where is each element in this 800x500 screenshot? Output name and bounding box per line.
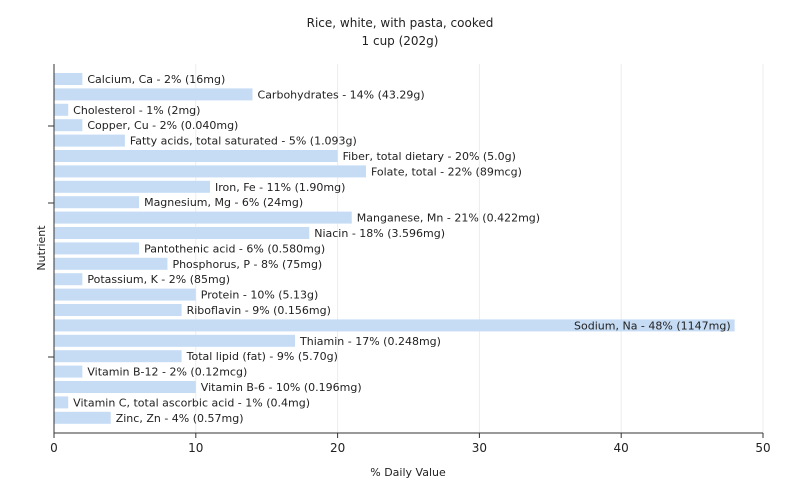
bar-label: Cholesterol - 1% (2mg) <box>73 104 200 117</box>
bar <box>54 119 83 132</box>
bar-label: Protein - 10% (5.13g) <box>201 289 319 302</box>
x-tick-label: 40 <box>614 441 629 455</box>
axes: 0 10 20 30 40 50 <box>48 64 771 455</box>
bar <box>54 150 338 162</box>
bar-label: Riboflavin - 9% (0.156mg) <box>187 304 331 317</box>
bar-label: Vitamin B-6 - 10% (0.196mg) <box>201 381 362 394</box>
bar <box>54 196 140 209</box>
bar <box>54 211 352 224</box>
x-tick-label: 10 <box>188 441 203 455</box>
bar <box>54 319 735 332</box>
bar-label: Copper, Cu - 2% (0.040mg) <box>87 119 238 132</box>
bar-label: Potassium, K - 2% (85mg) <box>87 273 230 286</box>
bar <box>54 288 196 301</box>
bar <box>54 103 69 116</box>
x-tick-label: 30 <box>472 441 487 455</box>
bar <box>54 396 69 409</box>
bar <box>54 273 83 286</box>
gridlines <box>195 64 764 433</box>
bar <box>54 381 196 393</box>
bar-label: Manganese, Mn - 21% (0.422mg) <box>357 212 540 225</box>
bar-label: Calcium, Ca - 2% (16mg) <box>87 73 225 86</box>
bar-label: Iron, Fe - 11% (1.90mg) <box>215 181 345 194</box>
bars: Calcium, Ca - 2% (16mg) Carbohydrates - 1… <box>54 73 735 425</box>
bar-label: Niacin - 18% (3.596mg) <box>314 227 445 240</box>
bar <box>54 73 83 85</box>
x-tick-label: 0 <box>50 441 58 455</box>
bar-label: Fatty acids, total saturated - 5% (1.093… <box>130 135 357 148</box>
bar-label: Phosphorus, P - 8% (75mg) <box>172 258 322 271</box>
bar <box>54 365 83 378</box>
bar <box>54 334 296 347</box>
bar <box>54 165 366 178</box>
chart-subtitle: 1 cup (202g) <box>362 34 439 48</box>
bar-label: Pantothenic acid - 6% (0.580mg) <box>144 242 325 255</box>
bar <box>54 350 182 363</box>
x-tick-label: 50 <box>755 441 770 455</box>
bar-label: Folate, total - 22% (89mcg) <box>371 165 522 178</box>
chart-title: Rice, white, with pasta, cooked <box>307 16 494 30</box>
bar-label: Vitamin B-12 - 2% (0.12mcg) <box>87 366 247 379</box>
bar-label: Fiber, total dietary - 20% (5.0g) <box>343 150 516 163</box>
bar-label: Zinc, Zn - 4% (0.57mg) <box>116 412 244 425</box>
bar <box>54 242 140 255</box>
bar <box>54 304 182 316</box>
bar-label: Carbohydrates - 14% (43.29g) <box>258 88 425 101</box>
bar-label: Magnesium, Mg - 6% (24mg) <box>144 196 303 209</box>
bar <box>54 257 168 270</box>
bar <box>54 88 253 101</box>
x-axis-label: % Daily Value <box>370 466 446 479</box>
bar-label: Sodium, Na - 48% (1147mg) <box>574 319 731 332</box>
bar-label: Total lipid (fat) - 9% (5.70g) <box>186 350 338 363</box>
y-axis-label: Nutrient <box>35 225 48 271</box>
bar-label: Thiamin - 17% (0.248mg) <box>299 335 441 348</box>
x-tick-label: 20 <box>330 441 345 455</box>
bar <box>54 411 111 424</box>
bar <box>54 134 125 147</box>
bar-label: Vitamin C, total ascorbic acid - 1% (0.4… <box>73 396 310 409</box>
bar <box>54 180 210 193</box>
bar <box>54 227 310 239</box>
